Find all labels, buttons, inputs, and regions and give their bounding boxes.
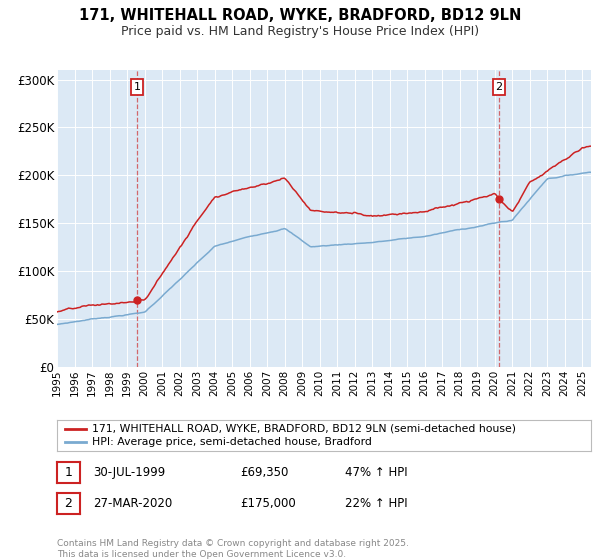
Text: 1: 1 bbox=[64, 466, 73, 479]
Text: 27-MAR-2020: 27-MAR-2020 bbox=[93, 497, 172, 510]
Text: 171, WHITEHALL ROAD, WYKE, BRADFORD, BD12 9LN (semi-detached house): 171, WHITEHALL ROAD, WYKE, BRADFORD, BD1… bbox=[92, 423, 516, 433]
Text: 1: 1 bbox=[134, 82, 140, 92]
Text: 2: 2 bbox=[64, 497, 73, 510]
Text: HPI: Average price, semi-detached house, Bradford: HPI: Average price, semi-detached house,… bbox=[92, 437, 371, 447]
Text: 22% ↑ HPI: 22% ↑ HPI bbox=[345, 497, 407, 510]
Text: 171, WHITEHALL ROAD, WYKE, BRADFORD, BD12 9LN: 171, WHITEHALL ROAD, WYKE, BRADFORD, BD1… bbox=[79, 8, 521, 24]
Text: 47% ↑ HPI: 47% ↑ HPI bbox=[345, 466, 407, 479]
Text: £69,350: £69,350 bbox=[240, 466, 289, 479]
Text: Contains HM Land Registry data © Crown copyright and database right 2025.
This d: Contains HM Land Registry data © Crown c… bbox=[57, 539, 409, 559]
Text: Price paid vs. HM Land Registry's House Price Index (HPI): Price paid vs. HM Land Registry's House … bbox=[121, 25, 479, 38]
Text: 2: 2 bbox=[496, 82, 502, 92]
Text: £175,000: £175,000 bbox=[240, 497, 296, 510]
Text: 30-JUL-1999: 30-JUL-1999 bbox=[93, 466, 165, 479]
